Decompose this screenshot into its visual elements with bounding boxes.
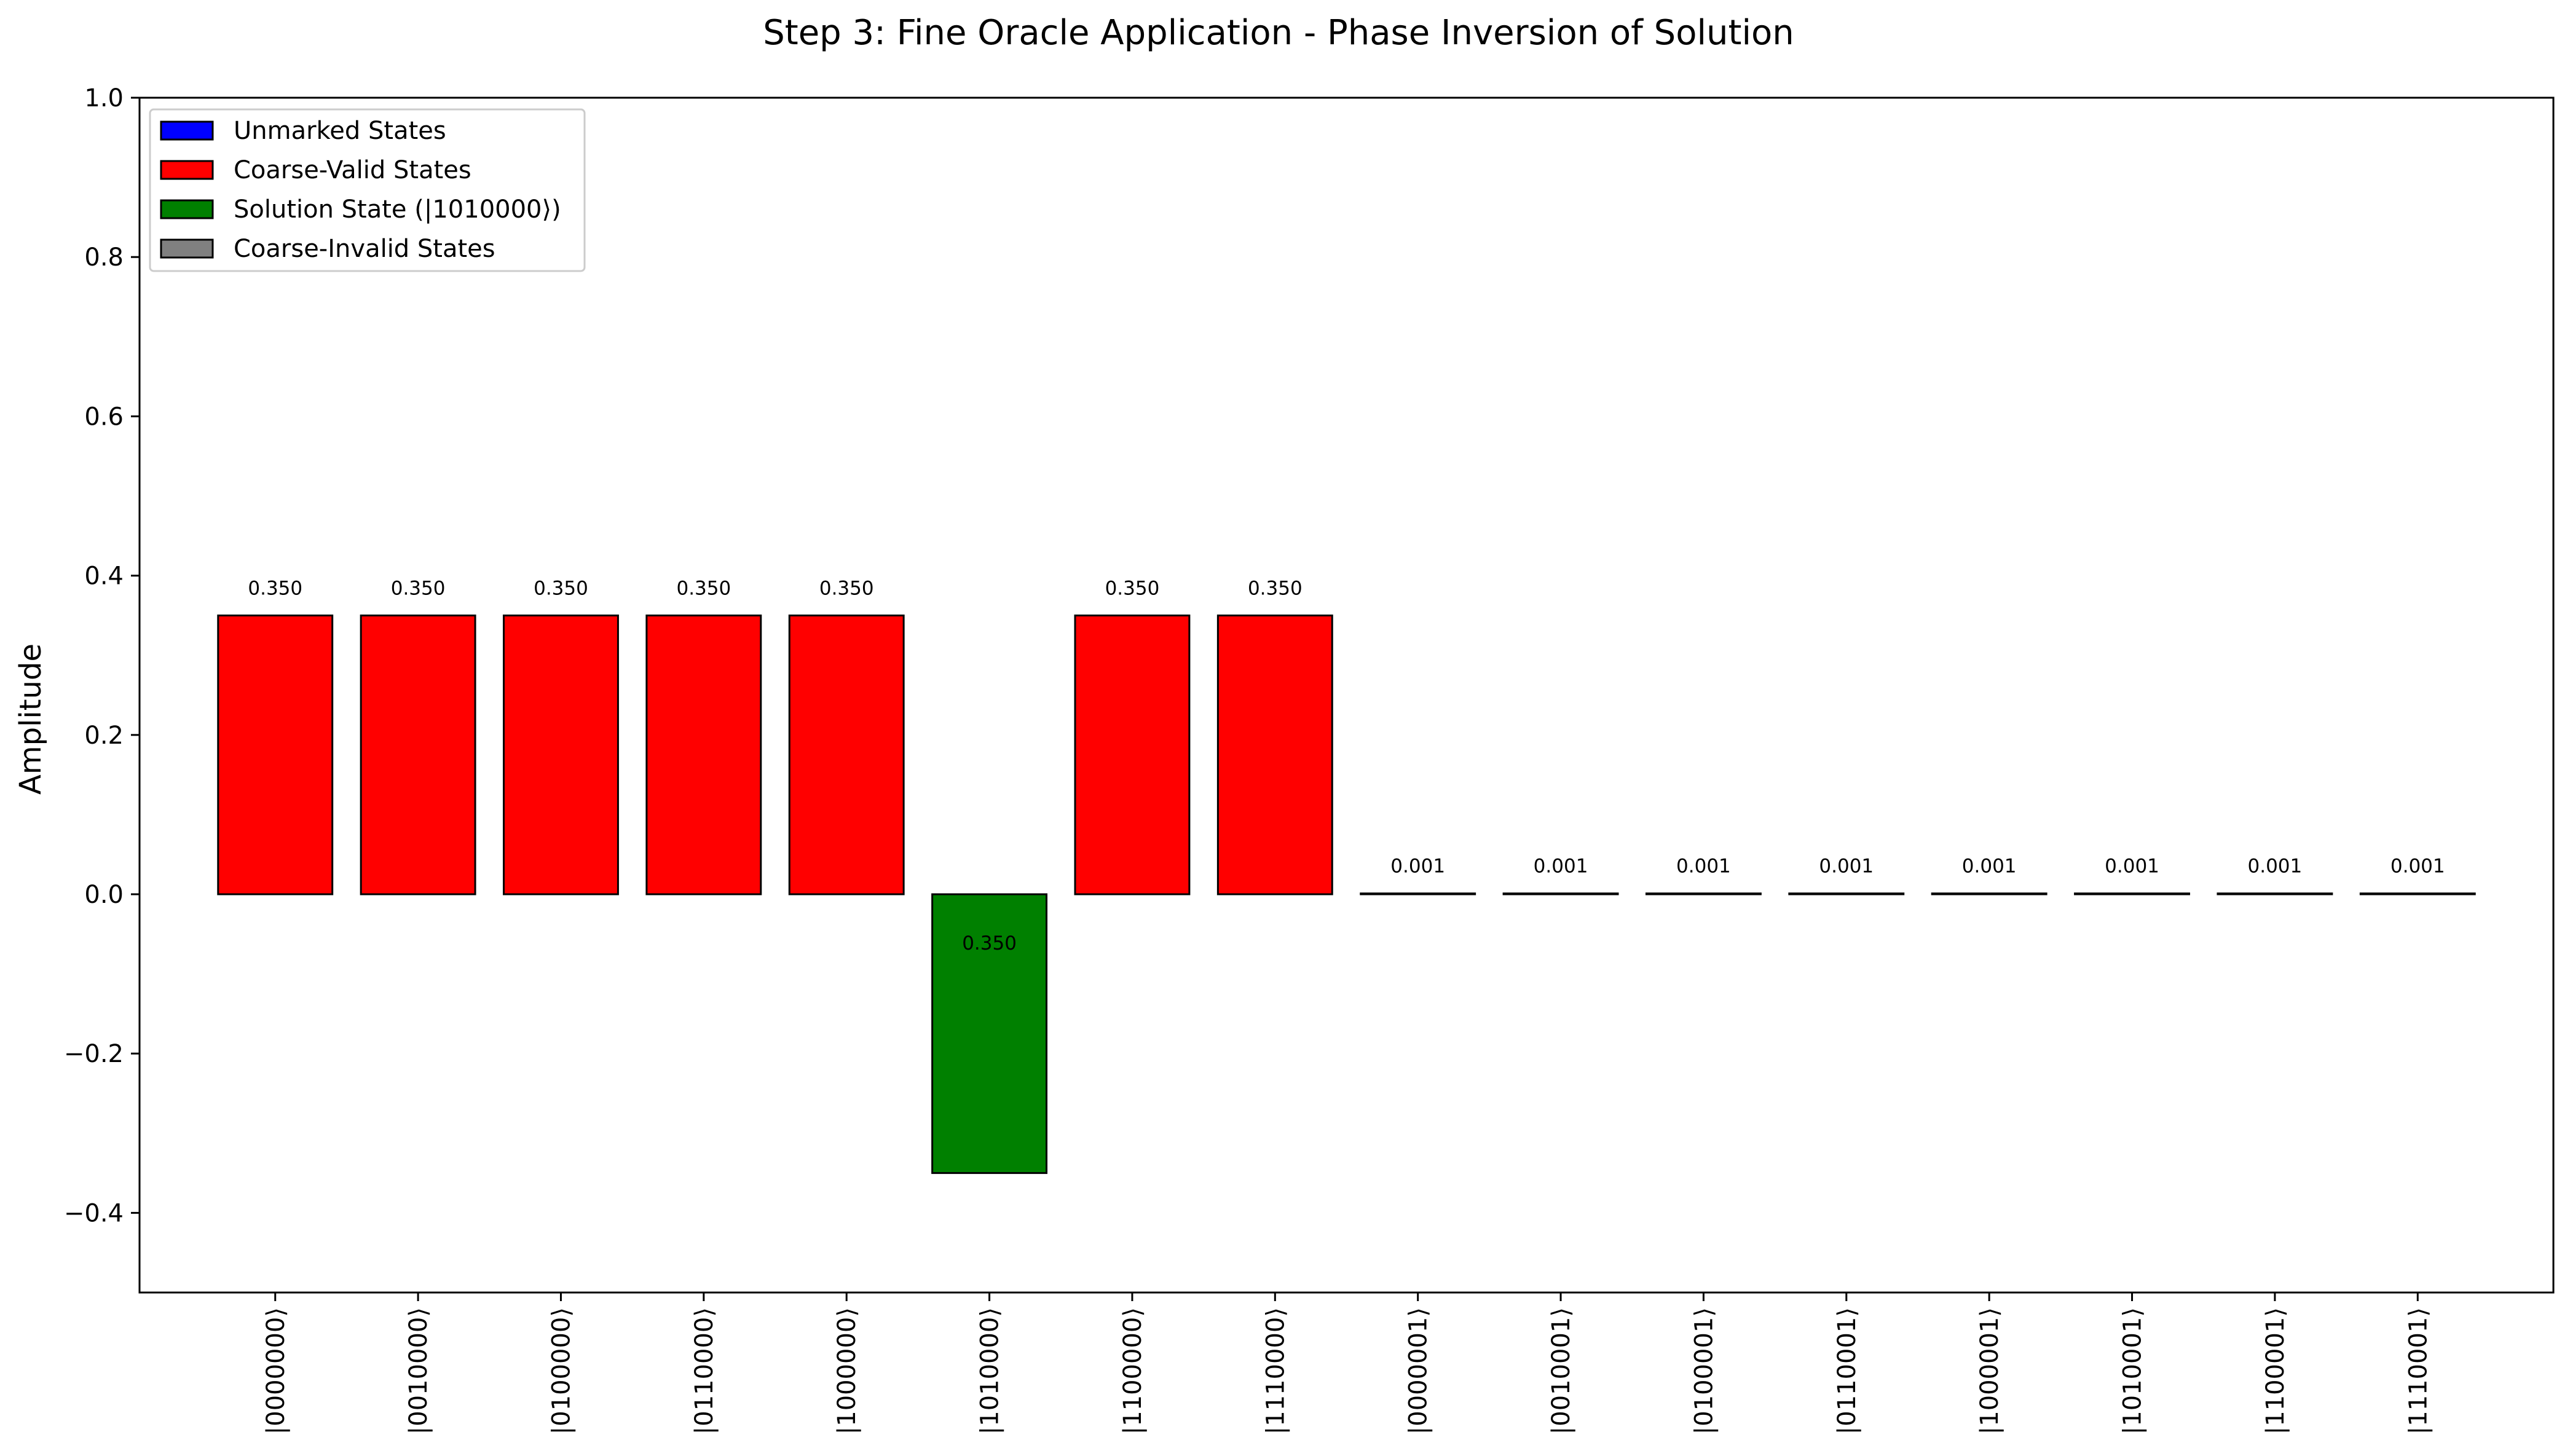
y-tick-label: 0.2 (84, 722, 124, 750)
y-axis-label: Amplitude (14, 643, 48, 795)
bar-coarse-valid (1216, 614, 1333, 895)
x-tick-label: |1000001⟩ (1976, 1307, 2004, 1434)
bar-value-label: 0.350 (248, 577, 302, 599)
legend: Unmarked States Coarse-Valid States Soluti… (149, 108, 586, 272)
bar-value-label: 0.350 (819, 577, 874, 599)
value-labels-layer: 0.350 0.350 0.350 0.350 0.350 0.350 0.350 0.350… (248, 577, 2445, 954)
y-tick-label: −0.4 (64, 1199, 124, 1227)
x-tick-label: |0000001⟩ (1405, 1307, 1433, 1434)
legend-box (149, 108, 586, 272)
x-tick-label: |0010001⟩ (1547, 1307, 1575, 1434)
x-tick-label: |0100000⟩ (547, 1307, 575, 1434)
x-tick-label: |1110001⟩ (2404, 1307, 2432, 1434)
bar-coarse-valid (360, 614, 476, 895)
bar-value-label: 0.350 (391, 577, 446, 599)
legend-entries: Unmarked States Coarse-Valid States Soluti… (160, 117, 561, 263)
bar-value-label: 0.001 (1962, 856, 2017, 878)
x-tick-label: |1010001⟩ (2119, 1307, 2147, 1434)
y-tick-label: 0.4 (84, 562, 124, 591)
chart-title: Step 3: Fine Oracle Application - Phase … (763, 13, 1794, 53)
bar-value-label: 0.001 (1390, 856, 1445, 878)
bar-value-label: 0.350 (1105, 577, 1160, 599)
bar-coarse-valid (503, 614, 619, 895)
bar-value-label: 0.001 (2105, 856, 2159, 878)
x-tick-label: |1010000⟩ (976, 1307, 1004, 1434)
bar-value-label: 0.001 (1819, 856, 1874, 878)
bar-coarse-valid (217, 614, 334, 895)
bar-value-label: 0.350 (962, 932, 1017, 954)
x-tick-label: |1100000⟩ (1119, 1307, 1147, 1434)
x-tick-label: |0010000⟩ (404, 1307, 433, 1434)
bars-layer (217, 614, 2476, 1175)
x-tick-label: |0000000⟩ (262, 1307, 290, 1434)
y-tick-label: 1.0 (84, 84, 124, 112)
legend-label-coarse-invalid: Coarse-Invalid States (234, 235, 495, 263)
legend-swatch-unmarked (160, 120, 214, 141)
legend-swatch-coarse-invalid (160, 238, 214, 259)
bar-coarse-valid (645, 614, 762, 895)
bar-value-label: 0.001 (1534, 856, 1588, 878)
bar-solution (931, 893, 1048, 1175)
legend-label-coarse-valid: Coarse-Valid States (234, 156, 471, 184)
bar-coarse-valid (788, 614, 905, 895)
bar-value-label: 0.001 (1676, 856, 1731, 878)
x-tick-label: |0110001⟩ (1833, 1307, 1861, 1434)
bar-value-label: 0.001 (2391, 856, 2445, 878)
bar-value-label: 0.001 (2248, 856, 2303, 878)
y-tick-label: −0.2 (64, 1040, 124, 1068)
y-tick-label: 0.8 (84, 243, 124, 272)
bar-value-label: 0.350 (676, 577, 731, 599)
bar-value-label: 0.350 (534, 577, 588, 599)
x-tick-label: |1100001⟩ (2261, 1307, 2290, 1434)
x-tick-label: |1110000⟩ (1261, 1307, 1290, 1434)
x-tick-label: |0100001⟩ (1690, 1307, 1718, 1434)
legend-label-solution: Solution State (|1010000⟩) (234, 195, 561, 224)
legend-label-unmarked: Unmarked States (234, 117, 446, 145)
x-axis: |0000000⟩ |0010000⟩ |0100000⟩ |0110000⟩ |100… (262, 1293, 2432, 1434)
x-tick-label: |0110000⟩ (690, 1307, 719, 1434)
y-tick-label: 0.0 (84, 881, 124, 909)
x-tick-label: |1000000⟩ (833, 1307, 861, 1434)
y-axis: −0.4 −0.2 0.0 0.2 0.4 0.6 0.8 1.0 (64, 84, 140, 1227)
legend-swatch-coarse-valid (160, 160, 214, 180)
bar-value-label: 0.350 (1248, 577, 1303, 599)
legend-swatch-solution (160, 199, 214, 219)
plot-frame (138, 96, 2555, 1294)
y-tick-label: 0.6 (84, 403, 124, 431)
bar-coarse-valid (1074, 614, 1191, 895)
